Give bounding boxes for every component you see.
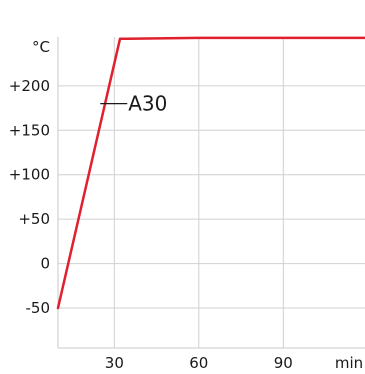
y-tick-label: 0 bbox=[40, 255, 50, 273]
y-tick-label: +50 bbox=[18, 210, 50, 228]
grid bbox=[58, 37, 365, 348]
x-axis-unit-label: min bbox=[335, 354, 363, 372]
temperature-curve bbox=[56, 36, 365, 310]
series-layer bbox=[56, 36, 365, 310]
x-tick-label: 90 bbox=[274, 354, 293, 372]
curve-annotation-label: A30 bbox=[128, 92, 167, 116]
y-tick-label: +100 bbox=[9, 166, 50, 184]
y-tick-label: -50 bbox=[26, 299, 51, 317]
x-tick-label: 30 bbox=[105, 354, 124, 372]
labels-layer: °C +200 +150 +100 +50 0 -50 30 60 90 min A30 bbox=[9, 38, 363, 372]
plot-frame bbox=[57, 37, 365, 349]
y-axis-unit-label: °C bbox=[32, 38, 50, 56]
x-tick-label: 60 bbox=[189, 354, 208, 372]
y-tick-label: +200 bbox=[9, 77, 50, 95]
y-tick-label: +150 bbox=[9, 121, 50, 139]
